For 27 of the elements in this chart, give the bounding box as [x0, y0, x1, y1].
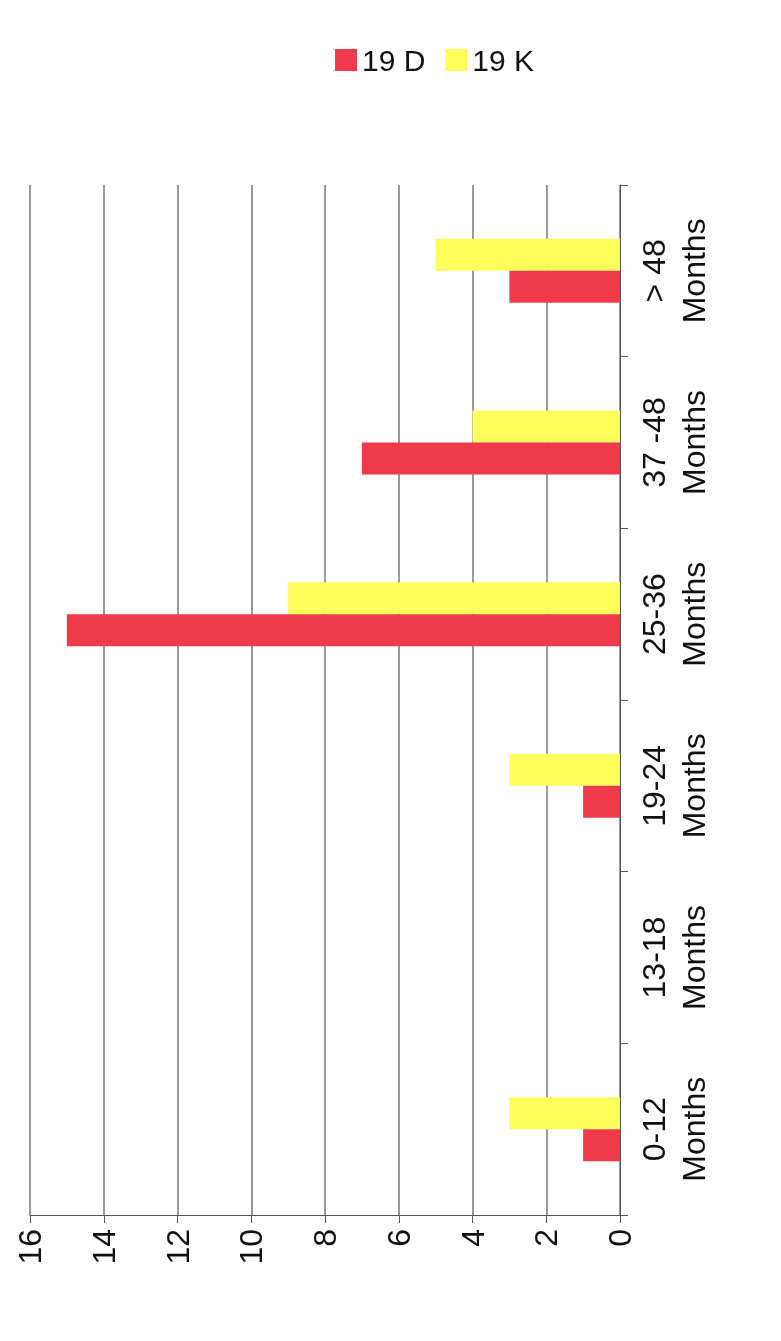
y-tick-label: > 48 Months: [636, 218, 712, 324]
bar: [66, 614, 620, 647]
y-tick-label: 19-24 Months: [636, 733, 712, 839]
bar: [509, 270, 620, 303]
y-tick-label: 25-36 Months: [636, 561, 712, 667]
legend-label: 19 D: [362, 43, 426, 77]
x-tick-label: 0: [602, 1229, 638, 1247]
x-tick-label: 4: [454, 1229, 491, 1247]
bar: [583, 1129, 620, 1162]
bar: [472, 410, 620, 443]
y-tick-label: 0-12 Months: [636, 1076, 712, 1182]
x-tick-label: 16: [12, 1229, 48, 1265]
bar: [288, 582, 620, 615]
legend-label: 19 K: [472, 43, 535, 77]
x-tick-label: 8: [307, 1229, 343, 1247]
y-tick-label: 37 -48 Months: [636, 390, 712, 495]
x-tick-label: 6: [380, 1229, 417, 1247]
bar: [509, 1097, 620, 1130]
x-tick-label: 14: [85, 1229, 122, 1265]
x-tick-label: 2: [528, 1229, 565, 1247]
bar: [583, 785, 620, 818]
bar: [509, 753, 620, 786]
bar: [361, 442, 620, 475]
y-tick-label: 13-18 Months: [636, 905, 712, 1010]
x-tick-label: 10: [233, 1229, 270, 1265]
bar: [435, 238, 620, 271]
x-tick-label: 12: [159, 1229, 196, 1265]
